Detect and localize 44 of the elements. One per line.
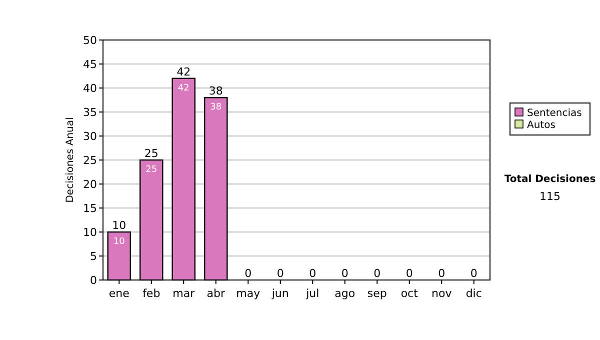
text: Total Decisiones	[504, 174, 596, 185]
total-label: 0	[244, 267, 252, 280]
legend-label: Sentencias	[527, 108, 582, 119]
x-tick-label: mar	[172, 287, 196, 300]
x-tick-label: oct	[400, 287, 419, 300]
total-label: 0	[374, 267, 381, 280]
total-label: 25	[144, 147, 158, 160]
y-tick-label: 25	[83, 154, 97, 167]
y-tick-label: 35	[83, 106, 97, 119]
total-label: 42	[176, 65, 191, 78]
data-label: 38	[210, 102, 222, 113]
x-tick-label: nov	[432, 287, 452, 300]
y-tick-label: 30	[83, 130, 97, 143]
x-tick-label: feb	[142, 287, 160, 300]
y-tick-label: 5	[90, 250, 97, 263]
x-tick-label: dic	[466, 287, 482, 300]
total-label: 0	[470, 267, 478, 280]
x-tick-label: abr	[206, 287, 226, 300]
total-label: 0	[276, 267, 284, 280]
y-tick-label: 45	[83, 58, 97, 71]
data-label: 25	[146, 165, 158, 175]
total-label: 38	[208, 84, 223, 98]
total-label: 10	[112, 219, 126, 232]
y-tick-label: 50	[83, 34, 97, 47]
y-tick-label: 40	[83, 82, 97, 95]
text: 115	[540, 190, 560, 203]
y-tick-label: 10	[83, 226, 97, 239]
x-tick-label: ene	[108, 287, 130, 300]
x-tick-label: jun	[270, 287, 289, 300]
total-label: 0	[406, 267, 413, 280]
x-tick-label: may	[236, 287, 261, 300]
y-tick-label: 0	[90, 274, 97, 287]
data-label: 42	[178, 83, 190, 94]
x-tick-label: ago	[334, 287, 356, 300]
data-label: 10	[113, 237, 126, 247]
x-tick-label: sep	[367, 287, 387, 300]
legend-label: Autos	[527, 120, 556, 131]
y-axis-title: Decisiones Anual	[65, 117, 76, 203]
total-label: 0	[438, 267, 446, 280]
total-label: 0	[309, 267, 316, 280]
x-tick-label: jul	[305, 287, 320, 300]
y-tick-label: 15	[83, 202, 97, 215]
total-label: 0	[341, 267, 348, 280]
y-tick-label: 20	[83, 178, 97, 191]
